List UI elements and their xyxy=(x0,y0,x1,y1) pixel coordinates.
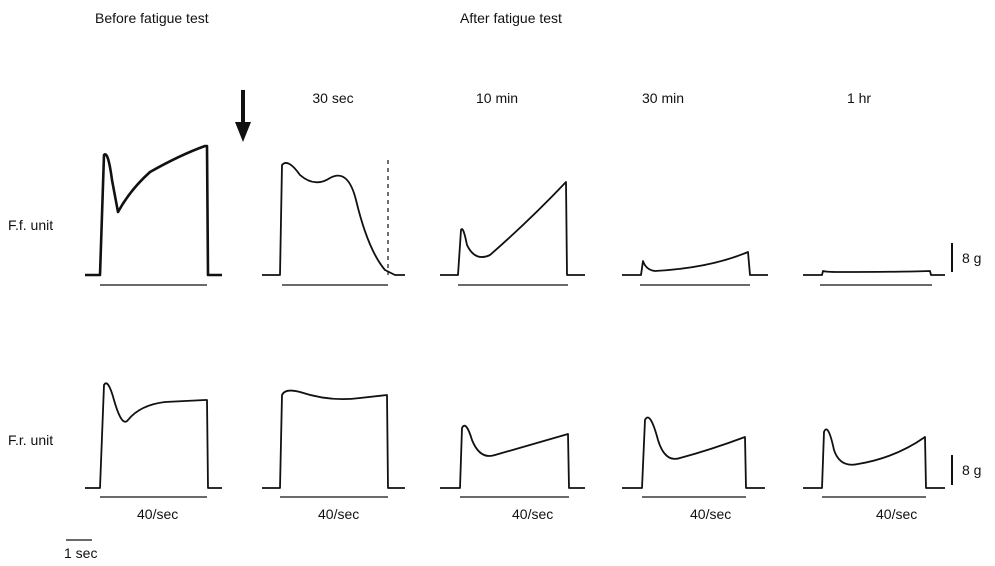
time-label: 30 min xyxy=(642,90,684,106)
stim-label: 40/sec xyxy=(690,506,731,522)
traces-fr xyxy=(85,382,953,498)
stim-label: 40/sec xyxy=(318,506,359,522)
time-label: 1 hr xyxy=(847,90,871,106)
stim-label: 40/sec xyxy=(512,506,553,522)
scale-label: 8 g xyxy=(962,250,981,266)
stim-label: 40/sec xyxy=(876,506,917,522)
header-after: After fatigue test xyxy=(460,10,562,26)
arrow xyxy=(235,90,251,142)
time-label: 30 sec xyxy=(312,90,353,106)
header-before: Before fatigue test xyxy=(95,10,209,26)
row-label: F.r. unit xyxy=(8,432,53,448)
time-label: 10 min xyxy=(476,90,518,106)
time-bar-label: 1 sec xyxy=(64,545,97,561)
scale-label: 8 g xyxy=(962,462,981,478)
stim-label: 40/sec xyxy=(137,506,178,522)
row-label: F.f. unit xyxy=(8,217,53,233)
traces-ff xyxy=(85,144,953,286)
